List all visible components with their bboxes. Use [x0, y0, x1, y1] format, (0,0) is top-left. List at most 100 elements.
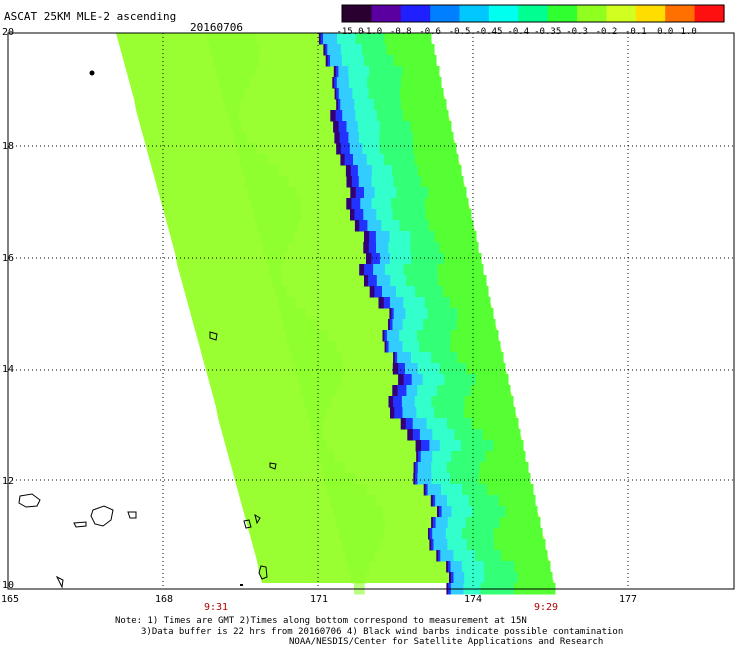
swath-band — [348, 77, 368, 89]
swath-band — [344, 154, 353, 166]
swath-band — [471, 506, 506, 518]
swath-band — [410, 121, 452, 133]
swath-band — [389, 253, 412, 265]
swath-band — [429, 528, 433, 540]
island-outline — [73, 521, 87, 528]
swath-band — [333, 121, 339, 133]
island-dot — [240, 584, 243, 586]
swath-band — [358, 132, 380, 144]
island-outline — [254, 513, 261, 525]
swath-band — [275, 286, 287, 298]
swath-band — [389, 308, 392, 320]
swath-band — [396, 352, 411, 364]
swath-band — [361, 44, 387, 56]
swath-band — [439, 440, 462, 452]
swath-band — [319, 451, 335, 463]
island-outline — [90, 505, 114, 527]
colorbar-tick-label: -0.3 — [566, 27, 588, 37]
swath-band — [375, 242, 389, 254]
swath-band — [392, 396, 402, 408]
swath-band — [335, 88, 339, 100]
swath-band — [330, 110, 336, 122]
swath-band — [222, 88, 245, 100]
swath-band — [402, 319, 424, 331]
swath-band — [376, 110, 403, 122]
swath-band — [385, 341, 389, 353]
swath-band — [346, 176, 352, 188]
swath-band — [338, 121, 347, 133]
swath-band — [387, 242, 411, 254]
swath-band — [313, 429, 324, 441]
swath-band — [379, 253, 390, 265]
swath-band — [399, 88, 444, 100]
swath-band — [390, 407, 395, 419]
swath-band — [340, 143, 350, 155]
swath-band — [416, 451, 418, 463]
swath-band — [431, 451, 452, 463]
swath-band — [417, 165, 462, 177]
swath-band — [216, 66, 256, 78]
swath-band — [385, 44, 435, 56]
swath-band — [382, 330, 385, 342]
swath-band — [430, 539, 434, 551]
swath-band — [465, 517, 500, 529]
colorbar-tick-label: -1.0 — [360, 27, 383, 37]
swath-band — [237, 143, 257, 155]
swath-band — [422, 319, 457, 331]
swath-band — [447, 517, 466, 529]
swath-band — [412, 132, 454, 144]
swath-band — [426, 418, 448, 430]
swath-band — [428, 220, 474, 232]
swath-band — [350, 165, 358, 177]
swath-band — [412, 143, 457, 155]
swath-band — [245, 176, 289, 188]
colorbar-tick-label: -0.35 — [534, 27, 562, 37]
swath-band — [337, 66, 349, 78]
lon-label-177: 177 — [619, 594, 638, 605]
swath-band — [414, 286, 443, 298]
satellite-swath — [116, 33, 556, 595]
swath-band — [470, 385, 511, 397]
swath-band — [326, 44, 341, 56]
swath-band — [341, 55, 364, 67]
swath-band — [389, 275, 406, 287]
map-frame — [7, 32, 735, 590]
swath-band — [405, 385, 418, 397]
swath-band — [434, 495, 447, 507]
swath-band — [307, 407, 327, 419]
swath-band — [410, 352, 431, 364]
swath-band — [453, 572, 465, 584]
swath-band — [379, 121, 411, 133]
swath-band — [339, 528, 385, 540]
swath-band — [207, 33, 257, 45]
swath-band — [405, 418, 413, 430]
swath-band — [415, 440, 421, 452]
swath-band — [352, 154, 367, 166]
swath-band — [486, 484, 534, 496]
swath-band — [375, 231, 390, 243]
swath-band — [372, 264, 385, 276]
swath-band — [483, 572, 518, 584]
swath-band — [409, 242, 440, 254]
swath-band — [412, 429, 420, 441]
swath-band — [298, 374, 342, 386]
swath-band — [400, 99, 447, 111]
swath-band — [357, 121, 380, 133]
swath-band — [499, 517, 541, 529]
swath-band — [423, 484, 426, 496]
swath-band — [393, 55, 437, 67]
swath-band — [338, 88, 353, 100]
swath-band — [336, 77, 349, 89]
swath-band — [355, 33, 385, 45]
swath-band — [437, 506, 439, 518]
note-line-2: 3)Data buffer is 22 hrs from 20160706 4)… — [141, 626, 624, 637]
swath-band — [333, 66, 336, 78]
swath-band — [418, 341, 451, 353]
lon-label-165: 165 — [1, 594, 20, 605]
swath-band — [432, 517, 436, 529]
colorbar-swatch — [694, 5, 725, 22]
swath-band — [310, 418, 323, 430]
swath-band — [332, 77, 335, 89]
swath-band — [431, 429, 455, 441]
colorbar-swatch — [400, 5, 431, 22]
